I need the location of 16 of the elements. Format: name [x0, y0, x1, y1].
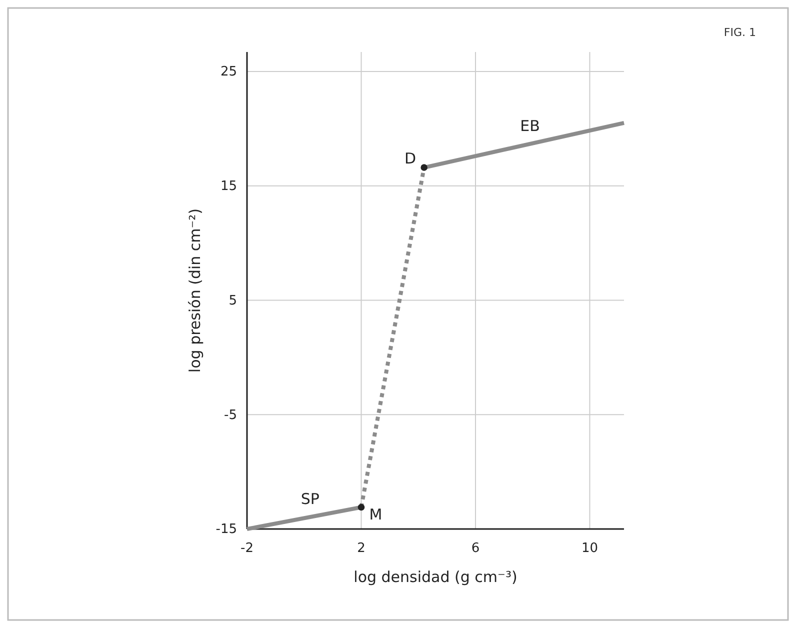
y-tick-label: -15: [216, 522, 237, 538]
caption: FIG. 1: [724, 26, 756, 39]
annotation: M: [369, 505, 382, 524]
annotation: D: [404, 150, 416, 168]
series-label: EB: [520, 117, 540, 136]
x-tick-label: 2: [357, 541, 366, 556]
series-label: SP: [300, 490, 320, 508]
x-axis-title: log densidad (g cm⁻³): [354, 568, 518, 586]
y-axis-title: log presión (din cm⁻²): [186, 208, 204, 373]
y-tick-label: -5: [224, 408, 237, 423]
y-tick-label: 5: [228, 293, 237, 308]
x-tick-label: 6: [471, 541, 480, 556]
x-tick-label: 10: [581, 541, 598, 556]
y-tick-label: 15: [220, 178, 237, 194]
y-tick-label: 25: [220, 64, 237, 80]
x-tick-label: -2: [240, 541, 254, 556]
